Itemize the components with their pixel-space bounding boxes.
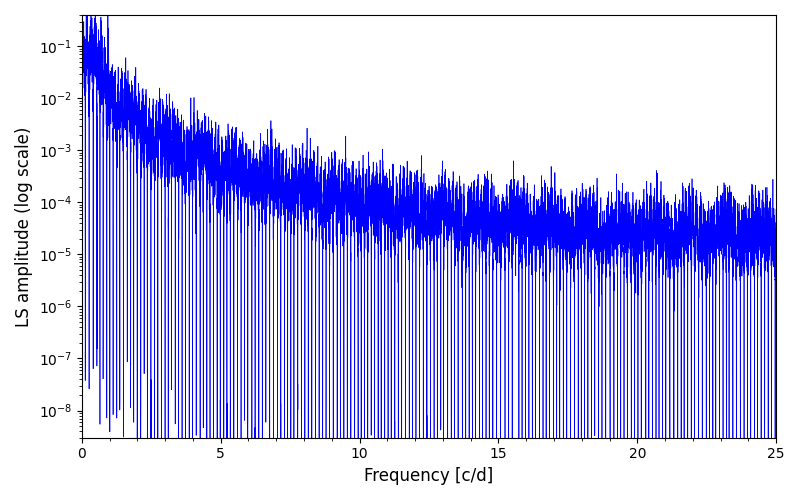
X-axis label: Frequency [c/d]: Frequency [c/d] xyxy=(364,467,494,485)
Y-axis label: LS amplitude (log scale): LS amplitude (log scale) xyxy=(15,126,33,326)
